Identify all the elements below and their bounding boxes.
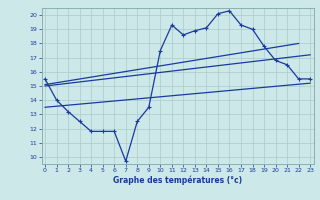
X-axis label: Graphe des températures (°c): Graphe des températures (°c) bbox=[113, 176, 242, 185]
